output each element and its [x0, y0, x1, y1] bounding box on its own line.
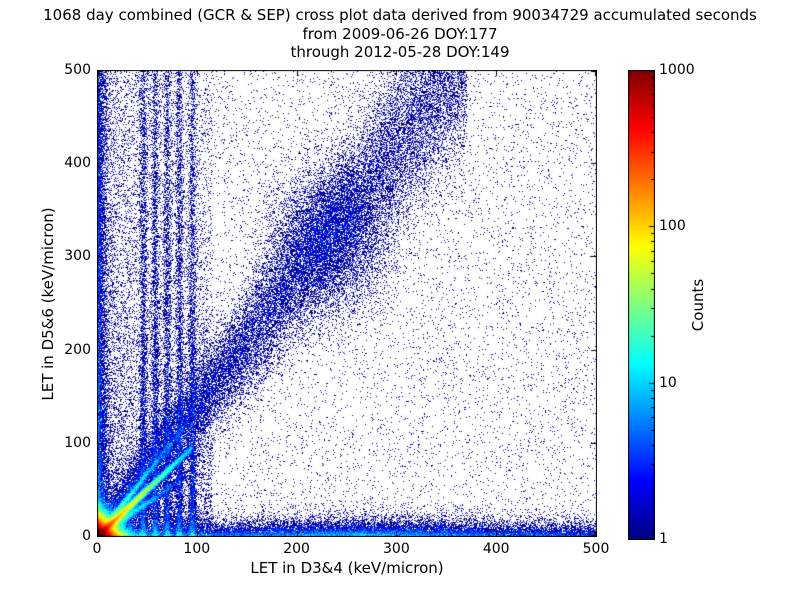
colorbar-tick-label: 100: [659, 218, 686, 235]
y-tick-label: 500: [64, 62, 91, 78]
y-tick-label: 300: [64, 248, 91, 265]
y-tick-label: 0: [82, 528, 91, 544]
y-axis-label: LET in D5&6 (keV/micron): [39, 207, 57, 401]
colorbar: [628, 70, 655, 540]
heatmap-plot: [97, 70, 597, 537]
chart-subtitle-from: from 2009-06-26 DOY:177: [302, 25, 498, 43]
x-tick-label: 100: [183, 541, 211, 557]
colorbar-tick-label: 1000: [659, 62, 695, 78]
x-axis-label: LET in D3&4 (keV/micron): [250, 559, 444, 577]
x-tick-label: 300: [383, 541, 410, 557]
y-tick-label: 200: [64, 341, 91, 358]
x-tick-label: 200: [283, 541, 310, 557]
x-tick-label: 0: [92, 541, 102, 557]
x-tick-label: 400: [482, 541, 510, 557]
chart-subtitle-through: through 2012-05-28 DOY:149: [290, 43, 510, 61]
y-tick-label: 400: [64, 155, 91, 172]
colorbar-label: Counts: [689, 278, 707, 332]
y-tick-label: 100: [64, 434, 91, 451]
chart-title: 1068 day combined (GCR & SEP) cross plot…: [43, 6, 757, 24]
x-tick-label: 500: [582, 541, 610, 557]
colorbar-tick-label: 1: [659, 531, 668, 547]
colorbar-tick-label: 10: [659, 374, 677, 391]
